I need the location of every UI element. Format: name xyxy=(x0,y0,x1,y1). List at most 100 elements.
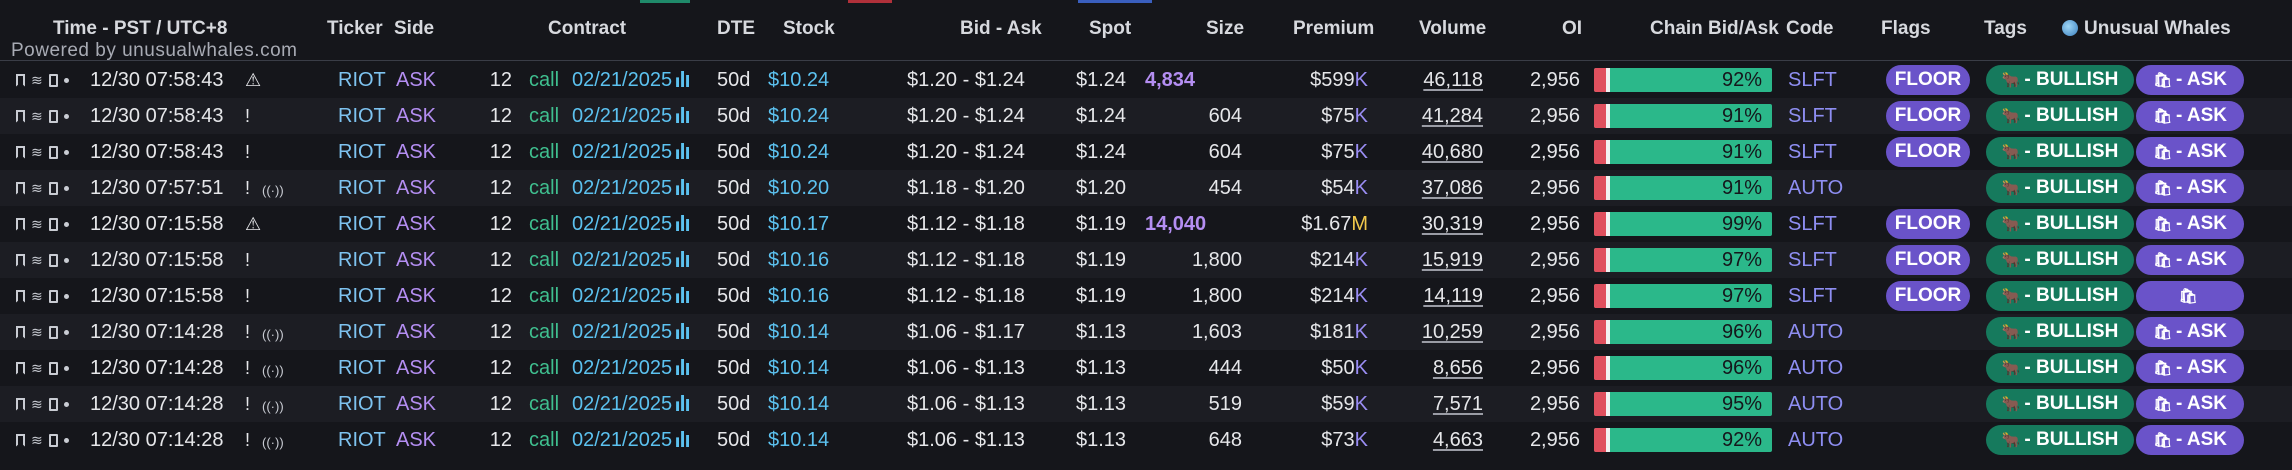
bookmark-icon[interactable] xyxy=(16,73,25,87)
ask-tag[interactable]: 🛍 - ASK xyxy=(2136,173,2244,203)
chart-bars-icon[interactable] xyxy=(676,107,690,123)
ticker-link[interactable]: RIOT xyxy=(338,141,386,163)
table-row[interactable]: ≋ 12/30 07:58:43 ! RIOT ASK 12 call 02/2… xyxy=(0,134,2292,170)
bookmark-icon[interactable] xyxy=(16,397,25,411)
bullish-tag[interactable]: 🐂 - BULLISH xyxy=(1986,281,2134,311)
expiry-link[interactable]: 02/21/2025 xyxy=(572,68,690,92)
bookmark-icon[interactable] xyxy=(16,145,25,159)
volume-value[interactable]: 7,571 xyxy=(1432,393,1483,415)
table-row[interactable]: ≋ 12/30 07:14:28 ! ((·)) RIOT ASK 12 cal… xyxy=(0,350,2292,386)
bullish-tag[interactable]: 🐂 - BULLISH xyxy=(1986,245,2134,275)
waves-icon[interactable]: ≋ xyxy=(31,72,43,88)
volume-value[interactable]: 4,663 xyxy=(1432,429,1483,451)
bullish-tag[interactable]: 🐂 - BULLISH xyxy=(1986,137,2134,167)
volume-value[interactable]: 46,118 xyxy=(1423,69,1483,91)
col-stock[interactable]: Stock xyxy=(783,18,835,39)
volume-value[interactable]: 14,119 xyxy=(1423,285,1483,307)
ask-tag[interactable]: 🛍 - ASK xyxy=(2136,389,2244,419)
col-dte[interactable]: DTE xyxy=(717,18,755,39)
chart-bars-icon[interactable] xyxy=(676,143,690,159)
bookmark-icon[interactable] xyxy=(16,253,25,267)
bullish-tag[interactable]: 🐂 - BULLISH xyxy=(1986,65,2134,95)
ticker-link[interactable]: RIOT xyxy=(338,321,386,343)
trash-icon[interactable] xyxy=(48,397,58,411)
ask-tag[interactable]: 🛍 xyxy=(2136,281,2244,311)
table-row[interactable]: ≋ 12/30 07:14:28 ! ((·)) RIOT ASK 12 cal… xyxy=(0,422,2292,458)
expiry-link[interactable]: 02/21/2025 xyxy=(572,140,690,164)
volume-value[interactable]: 30,319 xyxy=(1421,213,1483,235)
waves-icon[interactable]: ≋ xyxy=(31,288,43,304)
waves-icon[interactable]: ≋ xyxy=(31,432,43,448)
col-bid-ask[interactable]: Bid - Ask xyxy=(960,18,1042,39)
chart-bars-icon[interactable] xyxy=(676,287,690,303)
table-row[interactable]: ≋ 12/30 07:58:43 ⚠ RIOT ASK 12 call 02/2… xyxy=(0,62,2292,98)
trash-icon[interactable] xyxy=(48,109,58,123)
waves-icon[interactable]: ≋ xyxy=(31,180,43,196)
floor-flag-badge[interactable]: FLOOR xyxy=(1886,209,1970,239)
bullish-tag[interactable]: 🐂 - BULLISH xyxy=(1986,425,2134,455)
ask-tag[interactable]: 🛍 - ASK xyxy=(2136,245,2244,275)
col-tags[interactable]: Tags xyxy=(1984,18,2027,39)
col-flags[interactable]: Flags xyxy=(1881,18,1931,39)
table-row[interactable]: ≋ 12/30 07:15:58 ⚠ RIOT ASK 12 call 02/2… xyxy=(0,206,2292,242)
col-volume[interactable]: Volume xyxy=(1419,18,1487,39)
bullish-tag[interactable]: 🐂 - BULLISH xyxy=(1986,389,2134,419)
ask-tag[interactable]: 🛍 - ASK xyxy=(2136,65,2244,95)
waves-icon[interactable]: ≋ xyxy=(31,144,43,160)
col-ticker[interactable]: Ticker xyxy=(327,18,383,39)
bullish-tag[interactable]: 🐂 - BULLISH xyxy=(1986,317,2134,347)
ask-tag[interactable]: 🛍 - ASK xyxy=(2136,137,2244,167)
col-size[interactable]: Size xyxy=(1206,18,1245,39)
bullish-tag[interactable]: 🐂 - BULLISH xyxy=(1986,353,2134,383)
table-row[interactable]: ≋ 12/30 07:14:28 ! ((·)) RIOT ASK 12 cal… xyxy=(0,314,2292,350)
ask-tag[interactable]: 🛍 - ASK xyxy=(2136,425,2244,455)
waves-icon[interactable]: ≋ xyxy=(31,324,43,340)
ticker-link[interactable]: RIOT xyxy=(338,69,386,91)
col-code[interactable]: Code xyxy=(1786,18,1834,39)
volume-value[interactable]: 15,919 xyxy=(1421,249,1483,271)
bookmark-icon[interactable] xyxy=(16,181,25,195)
waves-icon[interactable]: ≋ xyxy=(31,252,43,268)
col-oi[interactable]: OI xyxy=(1562,18,1583,39)
chart-bars-icon[interactable] xyxy=(676,395,690,411)
trash-icon[interactable] xyxy=(48,253,58,267)
table-row[interactable]: ≋ 12/30 07:15:58 ! RIOT ASK 12 call 02/2… xyxy=(0,242,2292,278)
trash-icon[interactable] xyxy=(48,181,58,195)
volume-value[interactable]: 37,086 xyxy=(1421,177,1483,199)
col-contract[interactable]: Contract xyxy=(548,18,627,39)
trash-icon[interactable] xyxy=(48,361,58,375)
floor-flag-badge[interactable]: FLOOR xyxy=(1886,281,1970,311)
volume-value[interactable]: 10,259 xyxy=(1421,321,1483,343)
waves-icon[interactable]: ≋ xyxy=(31,216,43,232)
ticker-link[interactable]: RIOT xyxy=(338,429,386,451)
expiry-link[interactable]: 02/21/2025 xyxy=(572,212,690,236)
trash-icon[interactable] xyxy=(48,325,58,339)
col-premium[interactable]: Premium xyxy=(1293,18,1375,39)
bullish-tag[interactable]: 🐂 - BULLISH xyxy=(1986,173,2134,203)
expiry-link[interactable]: 02/21/2025 xyxy=(572,392,690,416)
trash-icon[interactable] xyxy=(48,289,58,303)
waves-icon[interactable]: ≋ xyxy=(31,396,43,412)
ticker-link[interactable]: RIOT xyxy=(338,177,386,199)
trash-icon[interactable] xyxy=(48,145,58,159)
expiry-link[interactable]: 02/21/2025 xyxy=(572,284,690,308)
ask-tag[interactable]: 🛍 - ASK xyxy=(2136,101,2244,131)
ticker-link[interactable]: RIOT xyxy=(338,357,386,379)
floor-flag-badge[interactable]: FLOOR xyxy=(1886,137,1970,167)
bookmark-icon[interactable] xyxy=(16,433,25,447)
bullish-tag[interactable]: 🐂 - BULLISH xyxy=(1986,209,2134,239)
col-side[interactable]: Side xyxy=(394,18,435,39)
floor-flag-badge[interactable]: FLOOR xyxy=(1886,101,1970,131)
expiry-link[interactable]: 02/21/2025 xyxy=(572,104,690,128)
waves-icon[interactable]: ≋ xyxy=(31,108,43,124)
table-row[interactable]: ≋ 12/30 07:57:51 ! ((·)) RIOT ASK 12 cal… xyxy=(0,170,2292,206)
ask-tag[interactable]: 🛍 - ASK xyxy=(2136,353,2244,383)
trash-icon[interactable] xyxy=(48,73,58,87)
waves-icon[interactable]: ≋ xyxy=(31,360,43,376)
bookmark-icon[interactable] xyxy=(16,109,25,123)
col-time[interactable]: Time - PST / UTC+8 xyxy=(53,18,228,39)
bullish-tag[interactable]: 🐂 - BULLISH xyxy=(1986,101,2134,131)
expiry-link[interactable]: 02/21/2025 xyxy=(572,248,690,272)
ticker-link[interactable]: RIOT xyxy=(338,249,386,271)
ticker-link[interactable]: RIOT xyxy=(338,105,386,127)
